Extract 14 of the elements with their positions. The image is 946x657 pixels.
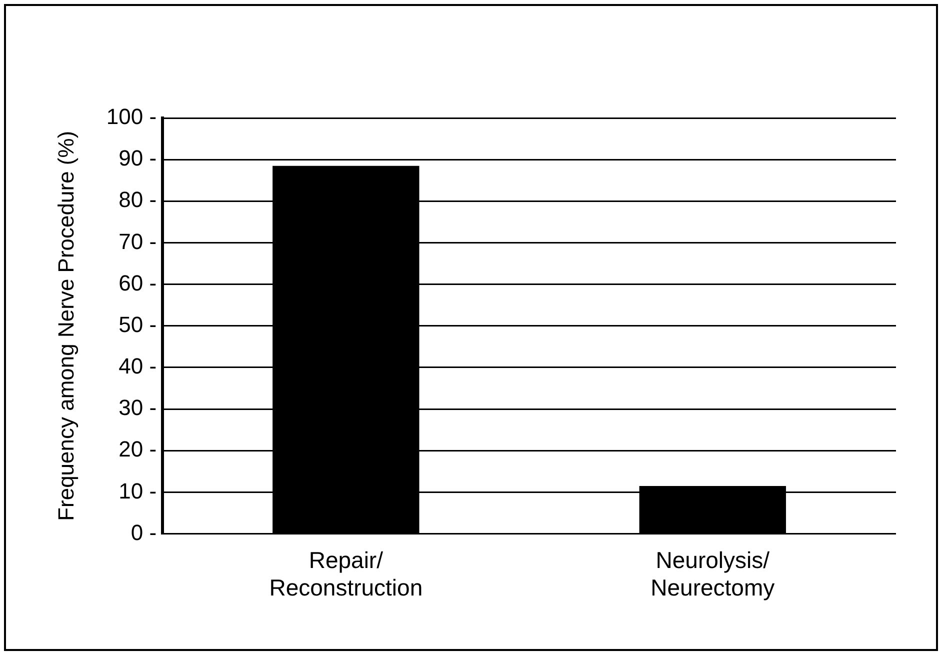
y-tick-label: 20 - xyxy=(118,436,157,462)
y-tick-label: 0 - xyxy=(130,520,157,545)
x-tick-label: Repair/ Reconstruction xyxy=(269,546,423,601)
y-tick-label: 70 - xyxy=(118,228,157,254)
y-tick-label: 40 - xyxy=(118,354,157,379)
x-tick-label: Neurolysis/ Neurectomy xyxy=(650,546,776,601)
y-tick-label: 10 - xyxy=(118,478,157,504)
y-tick-label: 100 - xyxy=(106,104,157,130)
y-tick-label: 30 - xyxy=(118,395,157,420)
y-tick-label: 80 - xyxy=(118,187,157,212)
y-tick-label: 50 - xyxy=(118,312,157,337)
y-tick-label: 90 - xyxy=(118,146,157,171)
y-axis-title: Frequency among Nerve Procedure (%) xyxy=(53,130,78,521)
y-tick-label: 60 - xyxy=(118,270,157,296)
